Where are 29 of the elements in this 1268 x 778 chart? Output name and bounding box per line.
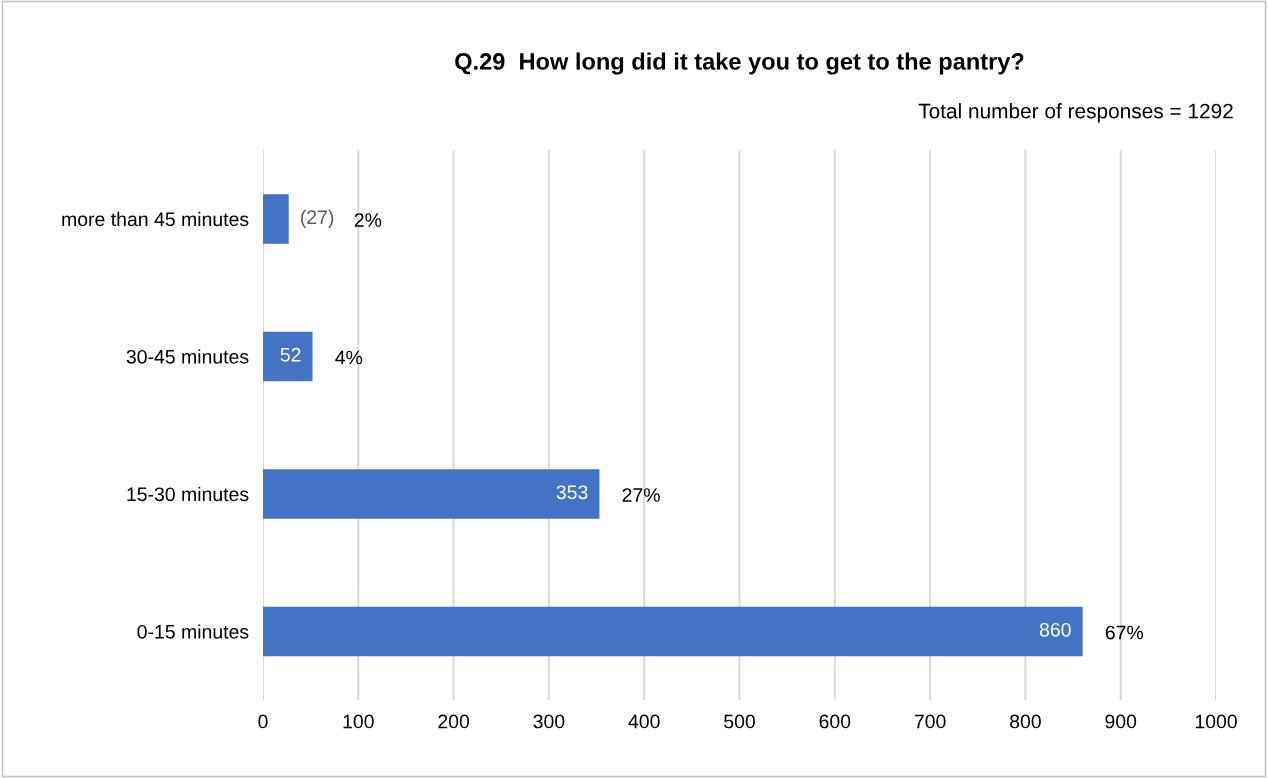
x-tick-label: 900 <box>1105 714 1137 729</box>
x-tick-label: 100 <box>343 714 374 729</box>
y-tick-label: more than 45 minutes <box>62 211 249 227</box>
x-tick-label: 300 <box>533 714 565 729</box>
y-tick-label: 0-15 minutes <box>137 624 249 639</box>
x-tick-label: 800 <box>1010 714 1041 729</box>
bar <box>262 469 600 519</box>
x-tick-label: 400 <box>628 714 660 729</box>
x-tick-label: 700 <box>914 714 946 729</box>
chart-title: Q.29 How long did it take you to get to the pantry? <box>455 52 1024 75</box>
bar <box>262 606 1083 657</box>
y-tick-label: 30-45 minutes <box>126 349 249 364</box>
bar <box>262 194 289 244</box>
annotation: 2% <box>354 213 382 227</box>
y-tick-label: 15-30 minutes <box>127 486 249 502</box>
data-label: (27) <box>301 209 334 228</box>
annotation: 67% <box>1105 625 1144 640</box>
annotation: 27% <box>622 488 660 502</box>
x-tick-label: 1000 <box>1195 714 1237 729</box>
x-tick-label: 0 <box>258 714 268 729</box>
x-tick-label: 600 <box>819 714 851 729</box>
bar <box>262 331 313 382</box>
data-label: 52 <box>280 347 301 362</box>
x-tick-label: 500 <box>724 714 755 729</box>
x-tick-label: 200 <box>438 714 470 729</box>
annotation: 4% <box>335 350 363 365</box>
text: Total number of responses = 1292 <box>918 103 1233 123</box>
data-label: 860 <box>1039 622 1071 637</box>
data-label: 353 <box>556 485 588 500</box>
